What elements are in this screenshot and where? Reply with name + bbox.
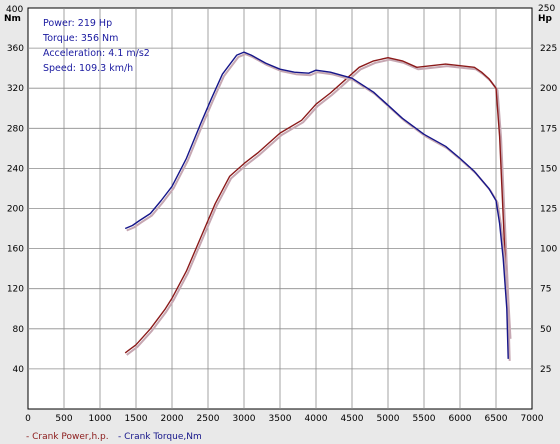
info-speed: Speed: 109.3 km/h: [43, 63, 133, 74]
y-left-tick-label: 320: [7, 84, 24, 94]
x-tick-label: 4500: [341, 414, 364, 424]
y-right-tick-label: 25: [540, 365, 551, 375]
x-tick-label: 5500: [413, 414, 436, 424]
x-tick-label: 7000: [521, 414, 544, 424]
y-left-tick-label: 40: [13, 365, 25, 375]
y-left-tick-label: 240: [7, 164, 24, 174]
y-right-tick-label: 150: [540, 164, 557, 174]
y-right-tick-label: 175: [540, 124, 557, 134]
legend: - Crank Power,h.p. - Crank Torque,Nm: [26, 432, 202, 442]
y-left-tick-label: 120: [7, 285, 24, 295]
x-tick-label: 2500: [197, 414, 220, 424]
info-acceleration: Acceleration: 4.1 m/s2: [43, 48, 150, 59]
x-tick-label: 500: [55, 414, 72, 424]
right-axis-unit: Hp: [538, 14, 553, 24]
power-curve: [124, 57, 510, 354]
y-right-tick-label: 125: [540, 205, 557, 215]
x-tick-label: 5000: [377, 414, 400, 424]
legend-power: - Crank Power,h.p.: [26, 432, 109, 442]
y-right-tick-label: 200: [540, 84, 557, 94]
series-layer: [124, 51, 512, 361]
right-axis-top-label: 250: [538, 4, 555, 14]
grid-lines: [28, 8, 532, 409]
y-left-tick-label: 200: [7, 205, 24, 215]
left-axis-top-label: 400: [6, 5, 23, 15]
axis-labels: 0 500 1000 1500 2000 2500 3000 3500 4000 4500 5000…: [7, 44, 558, 424]
info-power: Power: 219 Hp: [43, 18, 112, 29]
info-torque: Torque: 356 Nm: [42, 33, 118, 44]
x-tick-label: 0: [25, 414, 31, 424]
x-tick-label: 3500: [269, 414, 292, 424]
y-right-tick-label: 225: [540, 44, 557, 54]
y-left-tick-label: 80: [13, 325, 25, 335]
y-left-tick-label: 160: [7, 245, 24, 255]
torque-curve: [124, 51, 509, 359]
y-right-tick-label: 100: [540, 245, 557, 255]
x-tick-label: 6000: [449, 414, 472, 424]
left-axis-unit: Nm: [4, 14, 21, 24]
x-tick-label: 3000: [233, 414, 256, 424]
y-left-tick-label: 360: [7, 44, 24, 54]
y-right-tick-label: 50: [540, 325, 552, 335]
y-right-tick-label: 75: [540, 285, 551, 295]
legend-torque: - Crank Torque,Nm: [118, 432, 202, 442]
x-tick-label: 4000: [305, 414, 328, 424]
y-left-tick-label: 280: [7, 124, 24, 134]
x-tick-label: 6500: [485, 414, 508, 424]
info-box: Power: 219 Hp Torque: 356 Nm Acceleratio…: [42, 18, 150, 74]
x-tick-label: 1500: [125, 414, 148, 424]
x-tick-label: 1000: [89, 414, 112, 424]
x-tick-label: 2000: [161, 414, 184, 424]
